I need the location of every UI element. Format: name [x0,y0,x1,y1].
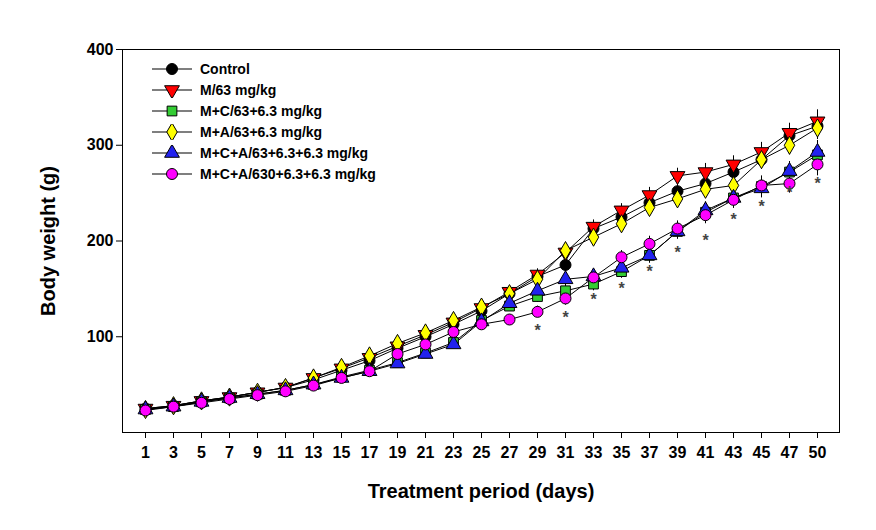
svg-text:39: 39 [669,444,687,461]
svg-text:7: 7 [225,444,234,461]
svg-text:300: 300 [87,136,114,153]
svg-text:37: 37 [641,444,659,461]
svg-text:50: 50 [809,444,827,461]
svg-text:*: * [590,291,597,308]
svg-text:27: 27 [501,444,519,461]
svg-text:29: 29 [529,444,547,461]
svg-text:21: 21 [417,444,435,461]
svg-text:17: 17 [361,444,379,461]
svg-text:35: 35 [613,444,631,461]
html-text:M/63 mg/kg: M/63 mg/kg [200,81,277,98]
html-text:M+C/63+6.3 mg/kg: M+C/63+6.3 mg/kg [200,102,323,119]
svg-text:13: 13 [305,444,323,461]
html-text:M+C+A/63+6.3+6.3 mg/kg: M+C+A/63+6.3+6.3 mg/kg [200,144,369,161]
svg-text:15: 15 [333,444,351,461]
svg-text:25: 25 [473,444,491,461]
svg-text:*: * [786,184,793,201]
svg-text:*: * [534,322,541,339]
svg-text:1: 1 [141,444,150,461]
svg-text:33: 33 [585,444,603,461]
html-text:M+C+A/630+6.3+6.3 mg/kg: M+C+A/630+6.3+6.3 mg/kg [200,165,376,182]
svg-text:*: * [758,198,765,215]
svg-text:*: * [674,244,681,261]
svg-text:9: 9 [253,444,262,461]
svg-text:31: 31 [557,444,575,461]
svg-text:45: 45 [753,444,771,461]
svg-text:100: 100 [87,328,114,345]
svg-text:400: 400 [87,41,114,58]
svg-text:41: 41 [697,444,715,461]
svg-text:47: 47 [781,444,799,461]
svg-text:*: * [562,309,569,326]
svg-text:3: 3 [169,444,178,461]
svg-text:*: * [730,211,737,228]
svg-text:*: * [646,263,653,280]
svg-text:*: * [618,280,625,297]
svg-text:19: 19 [389,444,407,461]
svg-text:23: 23 [445,444,463,461]
svg-text:*: * [814,175,821,192]
svg-text:Body weight (g): Body weight (g) [37,166,59,316]
svg-text:43: 43 [725,444,743,461]
svg-text:200: 200 [87,232,114,249]
html-text:Control: Control [200,60,250,77]
svg-text:11: 11 [277,444,294,461]
html-text:M+A/63+6.3 mg/kg: M+A/63+6.3 mg/kg [200,123,323,140]
svg-text:5: 5 [197,444,206,461]
svg-text:*: * [702,232,709,249]
svg-text:Treatment period (days): Treatment period (days) [368,480,595,502]
